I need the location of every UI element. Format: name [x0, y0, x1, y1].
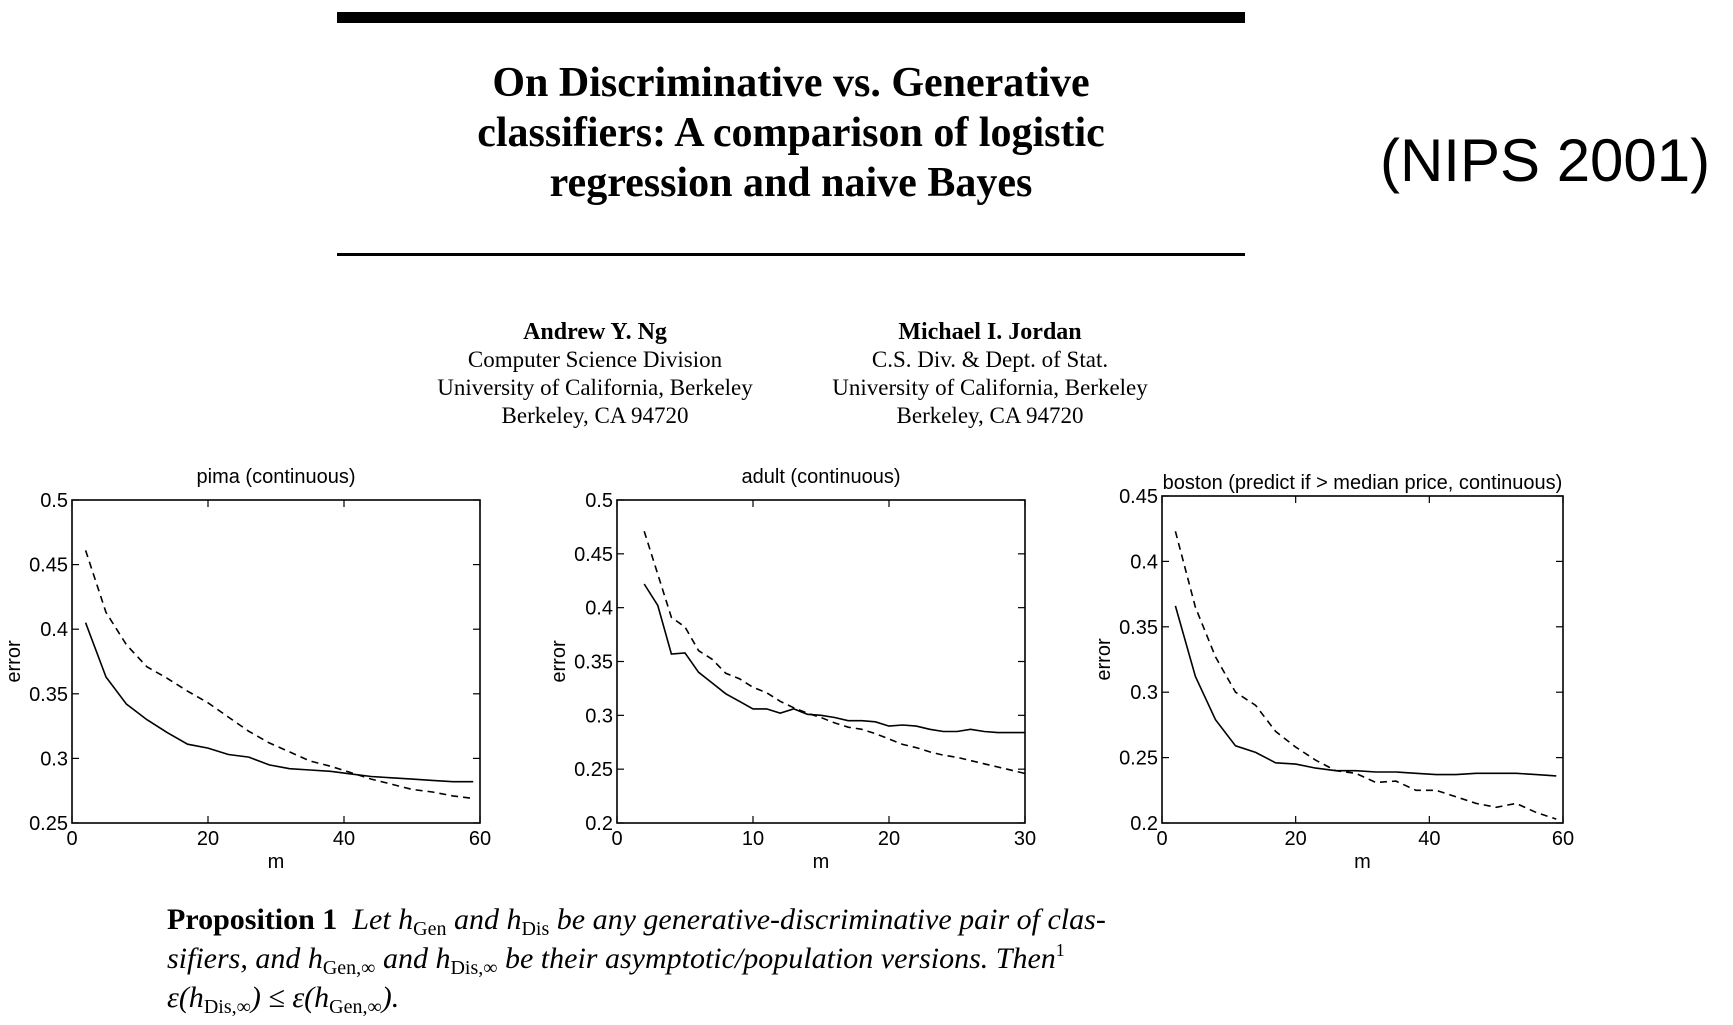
plot-frame [1161, 495, 1564, 824]
y-tick-label: 0.35 [1119, 617, 1158, 639]
y-tick-label: 0.5 [585, 490, 613, 512]
y-tick-label: 0.45 [29, 555, 68, 577]
x-tick-label: 60 [469, 828, 491, 850]
author-block-jordan: Michael I. Jordan C.S. Div. & Dept. of S… [800, 318, 1180, 430]
y-tick-label: 0.3 [40, 748, 68, 770]
author-affiliation-line: Berkeley, CA 94720 [896, 403, 1084, 428]
venue-label: (NIPS 2001) [1380, 127, 1711, 194]
x-axis-label: m [268, 851, 285, 873]
chart-adult: adult (continuous) 0 10 20 30 0.2 0.25 0.3 0.35 0… [548, 466, 1036, 873]
solid-series-line [1174, 605, 1557, 777]
author-block-ng: Andrew Y. Ng Computer Science Division U… [410, 318, 780, 430]
author-affiliation-line: University of California, Berkeley [437, 375, 753, 400]
y-tick-label: 0.25 [29, 813, 68, 835]
y-axis-label: error [548, 640, 570, 683]
y-tick-label: 0.45 [1119, 486, 1158, 508]
y-tick-label: 0.45 [574, 544, 613, 566]
y-tick-label: 0.25 [574, 759, 613, 781]
plot-frame [616, 499, 1026, 824]
y-tick-label: 0.4 [585, 598, 613, 620]
proposition-text: sifiers, and hGen,∞ and hDis,∞ be their … [167, 940, 1065, 979]
author-affiliation-line: Computer Science Division [467, 347, 723, 372]
proposition-text: Let hGen and hDis be any generative-disc… [352, 903, 1106, 940]
author-affiliation-line: C.S. Div. & Dept. of Stat. [871, 347, 1109, 372]
chart-boston: boston (predict if > median price, conti… [1093, 472, 1574, 873]
author-affiliation-line: University of California, Berkeley [832, 375, 1148, 400]
x-tick-label: 0 [611, 828, 622, 850]
paper-title-line: On Discriminative vs. Generative [492, 60, 1090, 106]
chart-title: adult (continuous) [742, 466, 901, 488]
y-axis-label: error [3, 640, 25, 683]
y-tick-label: 0.4 [40, 619, 68, 641]
x-tick-label: 20 [197, 828, 219, 850]
title-rule-bottom [337, 253, 1245, 256]
x-tick-label: 60 [1552, 828, 1574, 850]
y-tick-label: 0.25 [1119, 748, 1158, 770]
paper-title-line: regression and naive Bayes [549, 160, 1033, 206]
proposition-label: Proposition 1 [167, 903, 338, 936]
x-tick-label: 10 [742, 828, 764, 850]
proposition-line-1: Proposition 1 Let hGen and hDis be any g… [167, 900, 1427, 939]
y-tick-label: 0.3 [585, 705, 613, 727]
dashed-series-line [84, 550, 474, 800]
x-tick-label: 40 [333, 828, 355, 850]
proposition-line-3: ε(hDis,∞) ≤ ε(hGen,∞). [167, 978, 1427, 1017]
y-tick-label: 0.35 [574, 652, 613, 674]
y-tick-label: 0.2 [1130, 813, 1158, 835]
dashed-series-line [643, 530, 1026, 775]
solid-series-line [643, 583, 1025, 734]
y-tick-label: 0.35 [29, 684, 68, 706]
y-tick-label: 0.3 [1130, 682, 1158, 704]
x-tick-label: 30 [1014, 828, 1036, 850]
proposition-text: ε(hDis,∞) ≤ ε(hGen,∞). [167, 981, 400, 1018]
x-tick-label: 40 [1418, 828, 1440, 850]
x-tick-label: 0 [66, 828, 77, 850]
paper-title: On Discriminative vs. Generative classif… [337, 58, 1245, 208]
author-affiliation-line: Berkeley, CA 94720 [501, 403, 689, 428]
chart-title: boston (predict if > median price, conti… [1163, 472, 1563, 494]
plot-frame [71, 499, 481, 824]
x-tick-label: 0 [1156, 828, 1167, 850]
y-axis-label: error [1093, 638, 1115, 681]
y-tick-label: 0.5 [40, 490, 68, 512]
dashed-series-line [1174, 531, 1557, 820]
author-name: Michael I. Jordan [898, 319, 1082, 345]
x-tick-label: 20 [878, 828, 900, 850]
x-tick-label: 20 [1285, 828, 1307, 850]
author-name: Andrew Y. Ng [523, 319, 667, 345]
solid-series-line [84, 622, 474, 783]
x-axis-label: m [813, 851, 830, 873]
y-tick-label: 0.4 [1130, 551, 1158, 573]
proposition-block: Proposition 1 Let hGen and hDis be any g… [167, 900, 1427, 1017]
chart-pima: pima (continuous) 0 20 40 60 0.25 0.3 0.35 0.4 0.… [3, 466, 491, 873]
y-tick-label: 0.2 [585, 813, 613, 835]
x-axis-label: m [1354, 851, 1371, 873]
proposition-line-2: sifiers, and hGen,∞ and hDis,∞ be their … [167, 939, 1427, 978]
paper-title-line: classifiers: A comparison of logistic [477, 110, 1105, 156]
chart-title: pima (continuous) [197, 466, 356, 488]
title-rule-top [337, 12, 1245, 23]
